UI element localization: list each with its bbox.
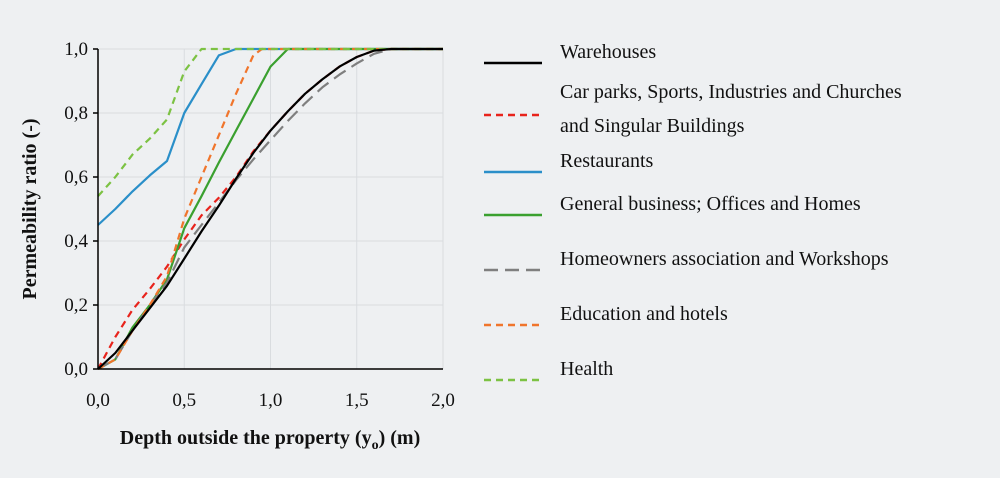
y-tick-label: 0,4 <box>64 231 88 252</box>
series-line-3 <box>97 47 443 370</box>
x-tick-label: 0,5 <box>172 390 196 411</box>
x-tick-label: 1,0 <box>259 390 283 411</box>
y-tick-label: 0,0 <box>64 359 88 380</box>
legend-label-2: Restaurants <box>560 150 654 172</box>
series-line-6 <box>97 47 443 197</box>
legend-label-1: Car parks, Sports, Industries and Church… <box>560 81 902 103</box>
x-tick-label: 1,5 <box>345 390 369 411</box>
y-tick-label: 0,8 <box>64 103 88 124</box>
legend-label-0: Warehouses <box>560 41 656 63</box>
legend: Warehouses Car parks, Sports, Industries … <box>484 41 902 382</box>
y-tick-label: 0,2 <box>64 295 88 316</box>
legend-label-6: Health <box>560 358 613 380</box>
legend-label-4: Homeowners association and Workshops <box>560 248 889 270</box>
plot-area: 0,0 0,5 1,0 1,5 2,0 0,0 0,2 0,4 0,6 0,8 1,0 <box>64 39 455 411</box>
series-line-0 <box>97 47 443 370</box>
x-tick-label: 2,0 <box>431 390 455 411</box>
series-lines <box>97 47 443 370</box>
y-tick-label: 0,6 <box>64 167 88 188</box>
y-axis-ticks: 0,0 0,2 0,4 0,6 0,8 1,0 <box>64 39 98 380</box>
legend-label-3: General business; Offices and Homes <box>560 193 861 215</box>
series-line-2 <box>97 47 443 226</box>
x-tick-label: 0,0 <box>86 390 110 411</box>
y-tick-label: 1,0 <box>64 39 88 60</box>
legend-label-5: Education and hotels <box>560 303 728 325</box>
legend-label-1-line2: and Singular Buildings <box>560 115 745 137</box>
x-axis-title: Depth outside the property (yo) (m) <box>120 427 421 453</box>
x-axis-ticks: 0,0 0,5 1,0 1,5 2,0 <box>86 390 455 411</box>
y-axis-title: Permeability ratio (-) <box>19 118 41 299</box>
gridlines <box>98 48 444 369</box>
